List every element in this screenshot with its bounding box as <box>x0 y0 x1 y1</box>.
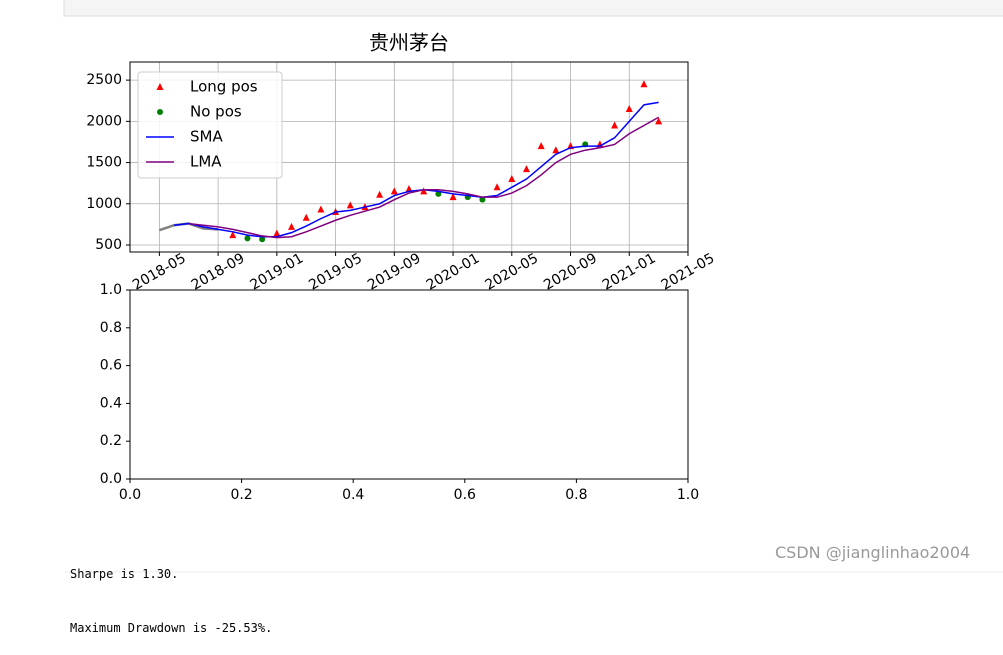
long-marker <box>625 104 633 112</box>
x-tick-label: 2021-05 <box>659 250 718 293</box>
output-line: Maximum Drawdown is -25.53%. <box>70 621 273 635</box>
long-marker <box>493 183 501 191</box>
x-tick-label: 0.4 <box>342 487 364 503</box>
long-marker <box>655 117 663 125</box>
watermark: CSDN @jianglinhao2004 <box>775 543 971 562</box>
long-marker <box>449 193 457 201</box>
y-tick-label: 1500 <box>86 155 122 171</box>
legend-swatch <box>156 83 164 90</box>
page: 贵州茅台 500 1000 1500 2000 2500 2018-05 2018-09 201… <box>63 0 1003 635</box>
series-line <box>188 116 659 239</box>
cell-frame <box>63 0 1003 17</box>
long-marker <box>552 146 560 154</box>
no-pos-marker <box>479 196 486 203</box>
long-marker <box>229 231 237 239</box>
long-marker <box>420 187 428 195</box>
x-tick-label: 2020-09 <box>541 250 600 293</box>
x-tick-label: 2020-05 <box>482 250 541 293</box>
axes-frame <box>129 61 689 253</box>
output-line: Sharpe is 1.30. <box>70 567 179 581</box>
y-tick-label: 0.2 <box>100 433 122 449</box>
x-tick-label: 0.8 <box>565 487 587 503</box>
x-tick-label: 1.0 <box>677 487 699 503</box>
plot-area <box>130 290 688 479</box>
legend-label: LMA <box>190 153 222 171</box>
legend-label: No pos <box>190 103 242 121</box>
y-tick-label: 1.0 <box>100 282 122 298</box>
no-pos-marker <box>244 235 251 242</box>
y-tick-label: 500 <box>95 237 122 253</box>
x-tick-label: 2019-09 <box>365 250 424 293</box>
long-marker <box>405 184 413 192</box>
long-marker <box>288 222 296 230</box>
x-tick-label: 0.6 <box>454 487 476 503</box>
y-tick-label: 0.0 <box>100 471 122 487</box>
long-marker <box>508 175 516 183</box>
x-tick-label: 0.0 <box>119 487 141 503</box>
long-marker <box>640 80 648 88</box>
y-tick-label: 2000 <box>86 113 122 129</box>
y-tick-label: 1000 <box>86 196 122 212</box>
y-tick-label: 2500 <box>86 72 122 88</box>
long-marker <box>273 229 281 237</box>
y-tick-label: 0.4 <box>100 395 122 411</box>
legend-box <box>137 71 283 179</box>
x-tick-label: 2018-05 <box>130 250 189 293</box>
legend-label: Long pos <box>190 78 258 96</box>
legend-swatch <box>157 109 163 115</box>
axes-frame <box>129 289 689 480</box>
x-tick-label: 2020-01 <box>424 250 483 293</box>
chart-title: 贵州茅台 <box>369 31 449 55</box>
long-marker <box>522 165 530 173</box>
y-tick-label: 0.6 <box>100 358 122 374</box>
long-marker <box>317 205 325 213</box>
long-marker <box>346 201 354 209</box>
long-marker <box>611 121 619 129</box>
legend-label: SMA <box>190 128 223 146</box>
x-tick-label: 0.2 <box>230 487 252 503</box>
long-marker <box>302 213 310 221</box>
x-tick-label: 2018-09 <box>189 250 248 293</box>
long-marker <box>390 187 398 195</box>
x-tick-label: 2021-01 <box>600 250 659 293</box>
long-marker <box>376 190 384 198</box>
output-text: Sharpe is 1.30. Maximum Drawdown is -25.… <box>70 529 272 655</box>
y-tick-label: 0.8 <box>100 320 122 336</box>
no-pos-marker <box>259 236 266 243</box>
series-line <box>173 101 659 238</box>
long-marker <box>537 142 545 150</box>
x-tick-label: 2019-01 <box>248 250 307 293</box>
x-tick-label: 2019-05 <box>306 250 365 293</box>
